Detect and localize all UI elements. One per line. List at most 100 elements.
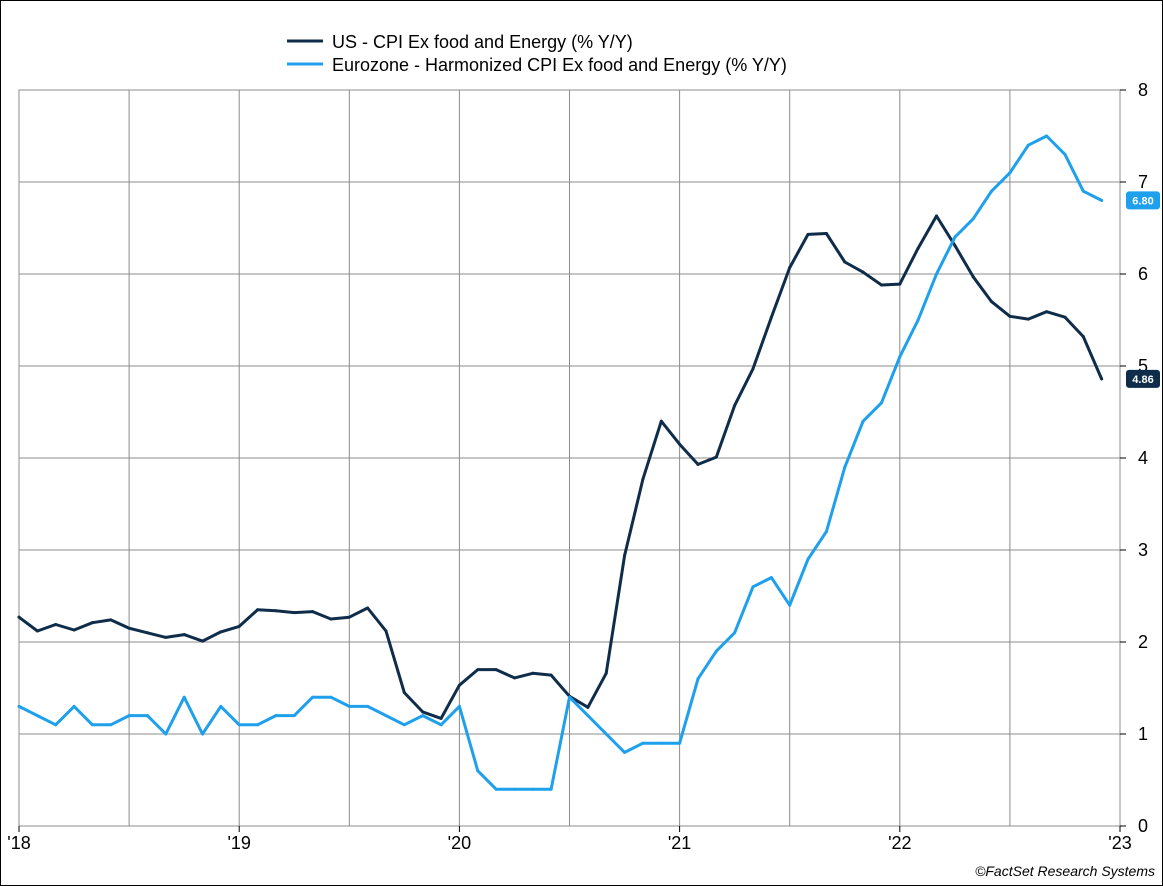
data-point-us: [90, 621, 94, 625]
data-point-us: [1063, 315, 1067, 319]
data-point-eurozone: [512, 787, 516, 791]
data-point-us: [274, 609, 278, 613]
data-point-us: [788, 266, 792, 270]
data-point-us: [586, 705, 590, 709]
data-point-us: [971, 275, 975, 279]
y-tick-label: 7: [1138, 172, 1148, 192]
data-point-eurozone: [90, 723, 94, 727]
data-point-us: [439, 716, 443, 720]
data-point-eurozone: [347, 704, 351, 708]
data-point-us: [953, 243, 957, 247]
data-point-eurozone: [751, 585, 755, 589]
data-point-us: [935, 214, 938, 218]
data-point-eurozone: [54, 723, 58, 727]
data-point-us: [751, 367, 755, 371]
data-point-eurozone: [1081, 189, 1085, 193]
data-point-eurozone: [201, 732, 204, 736]
data-point-eurozone: [971, 217, 975, 221]
data-point-eurozone: [384, 714, 388, 718]
data-point-us: [256, 608, 260, 612]
data-point-eurozone: [72, 704, 76, 708]
data-point-us: [35, 629, 39, 633]
legend: US - CPI Ex food and Energy (% Y/Y) Euro…: [287, 32, 787, 75]
data-point-eurozone: [1026, 143, 1030, 147]
x-tick-label: '21: [668, 833, 691, 853]
data-point-us: [806, 232, 810, 236]
data-point-us: [54, 623, 58, 627]
data-point-us: [714, 455, 718, 459]
data-point-us: [659, 419, 663, 423]
y-tick-label: 6: [1138, 264, 1148, 284]
data-point-us: [843, 260, 847, 264]
data-point-us: [641, 477, 645, 481]
data-point-eurozone: [990, 189, 994, 193]
data-point-eurozone: [898, 355, 902, 359]
y-tick-label: 5: [1138, 356, 1148, 376]
data-point-eurozone: [659, 741, 663, 745]
data-point-us: [292, 611, 296, 615]
end-label-box-us: [1126, 369, 1160, 388]
data-point-eurozone: [127, 714, 131, 718]
legend-entry-eurozone: Eurozone - Harmonized CPI Ex food and En…: [332, 55, 787, 75]
data-point-us: [219, 630, 223, 634]
data-point-eurozone: [549, 787, 553, 791]
data-point-eurozone: [586, 714, 590, 718]
data-point-eurozone: [806, 557, 810, 561]
data-point-us: [201, 639, 204, 643]
data-point-us: [769, 315, 773, 319]
data-point-us: [347, 615, 351, 619]
data-point-us: [861, 270, 865, 274]
data-point-eurozone: [788, 603, 792, 607]
data-point-us: [879, 283, 883, 287]
data-point-eurozone: [531, 787, 535, 791]
data-point-eurozone: [476, 769, 480, 773]
data-point-us: [329, 617, 333, 621]
data-point-eurozone: [237, 723, 241, 727]
data-point-eurozone: [1045, 134, 1049, 138]
x-axis-tick-labels: '18 '19 '20 '21 '22 '23: [7, 833, 1131, 853]
data-point-eurozone: [843, 465, 847, 469]
y-tick-label: 4: [1138, 448, 1148, 468]
data-point-eurozone: [714, 649, 718, 653]
data-point-us: [366, 606, 370, 610]
data-point-us: [824, 232, 828, 236]
end-label-eurozone: 6.80: [1132, 195, 1153, 207]
data-point-us: [531, 671, 535, 675]
series-line-us: [17, 214, 1104, 720]
data-point-eurozone: [35, 714, 39, 718]
data-point-us: [1026, 317, 1030, 321]
data-point-us: [678, 442, 682, 446]
data-point-eurozone: [402, 723, 406, 727]
data-point-us: [311, 610, 315, 614]
data-point-eurozone: [1100, 198, 1104, 202]
data-point-eurozone: [109, 723, 113, 727]
data-point-eurozone: [696, 677, 700, 681]
data-point-eurozone: [164, 732, 168, 736]
data-point-us: [733, 404, 737, 408]
y-tick-label: 1: [1138, 724, 1148, 744]
legend-entry-us: US - CPI Ex food and Energy (% Y/Y): [332, 32, 633, 52]
x-tick-label: '22: [888, 833, 911, 853]
data-point-us: [696, 462, 700, 466]
x-tick-label: '23: [1108, 833, 1131, 853]
data-point-us: [164, 635, 168, 639]
data-point-us: [898, 282, 902, 286]
y-tick-label: 0: [1138, 816, 1148, 836]
data-point-us: [127, 626, 131, 630]
data-point-eurozone: [145, 714, 149, 718]
data-point-us: [402, 691, 406, 695]
data-point-us: [1045, 310, 1049, 314]
x-tick-label: '19: [227, 833, 250, 853]
data-point-eurozone: [439, 723, 443, 727]
data-point-eurozone: [916, 318, 920, 322]
y-axis-tick-labels: 0 1 2 3 4 5 6 7 8: [1138, 80, 1148, 836]
gridlines: [18, 89, 1126, 832]
data-point-us: [512, 676, 516, 680]
data-point-eurozone: [641, 741, 645, 745]
data-point-us: [457, 683, 461, 687]
data-point-eurozone: [292, 714, 296, 718]
data-point-us: [384, 629, 388, 633]
data-point-us: [17, 615, 21, 619]
data-point-us: [182, 633, 186, 637]
